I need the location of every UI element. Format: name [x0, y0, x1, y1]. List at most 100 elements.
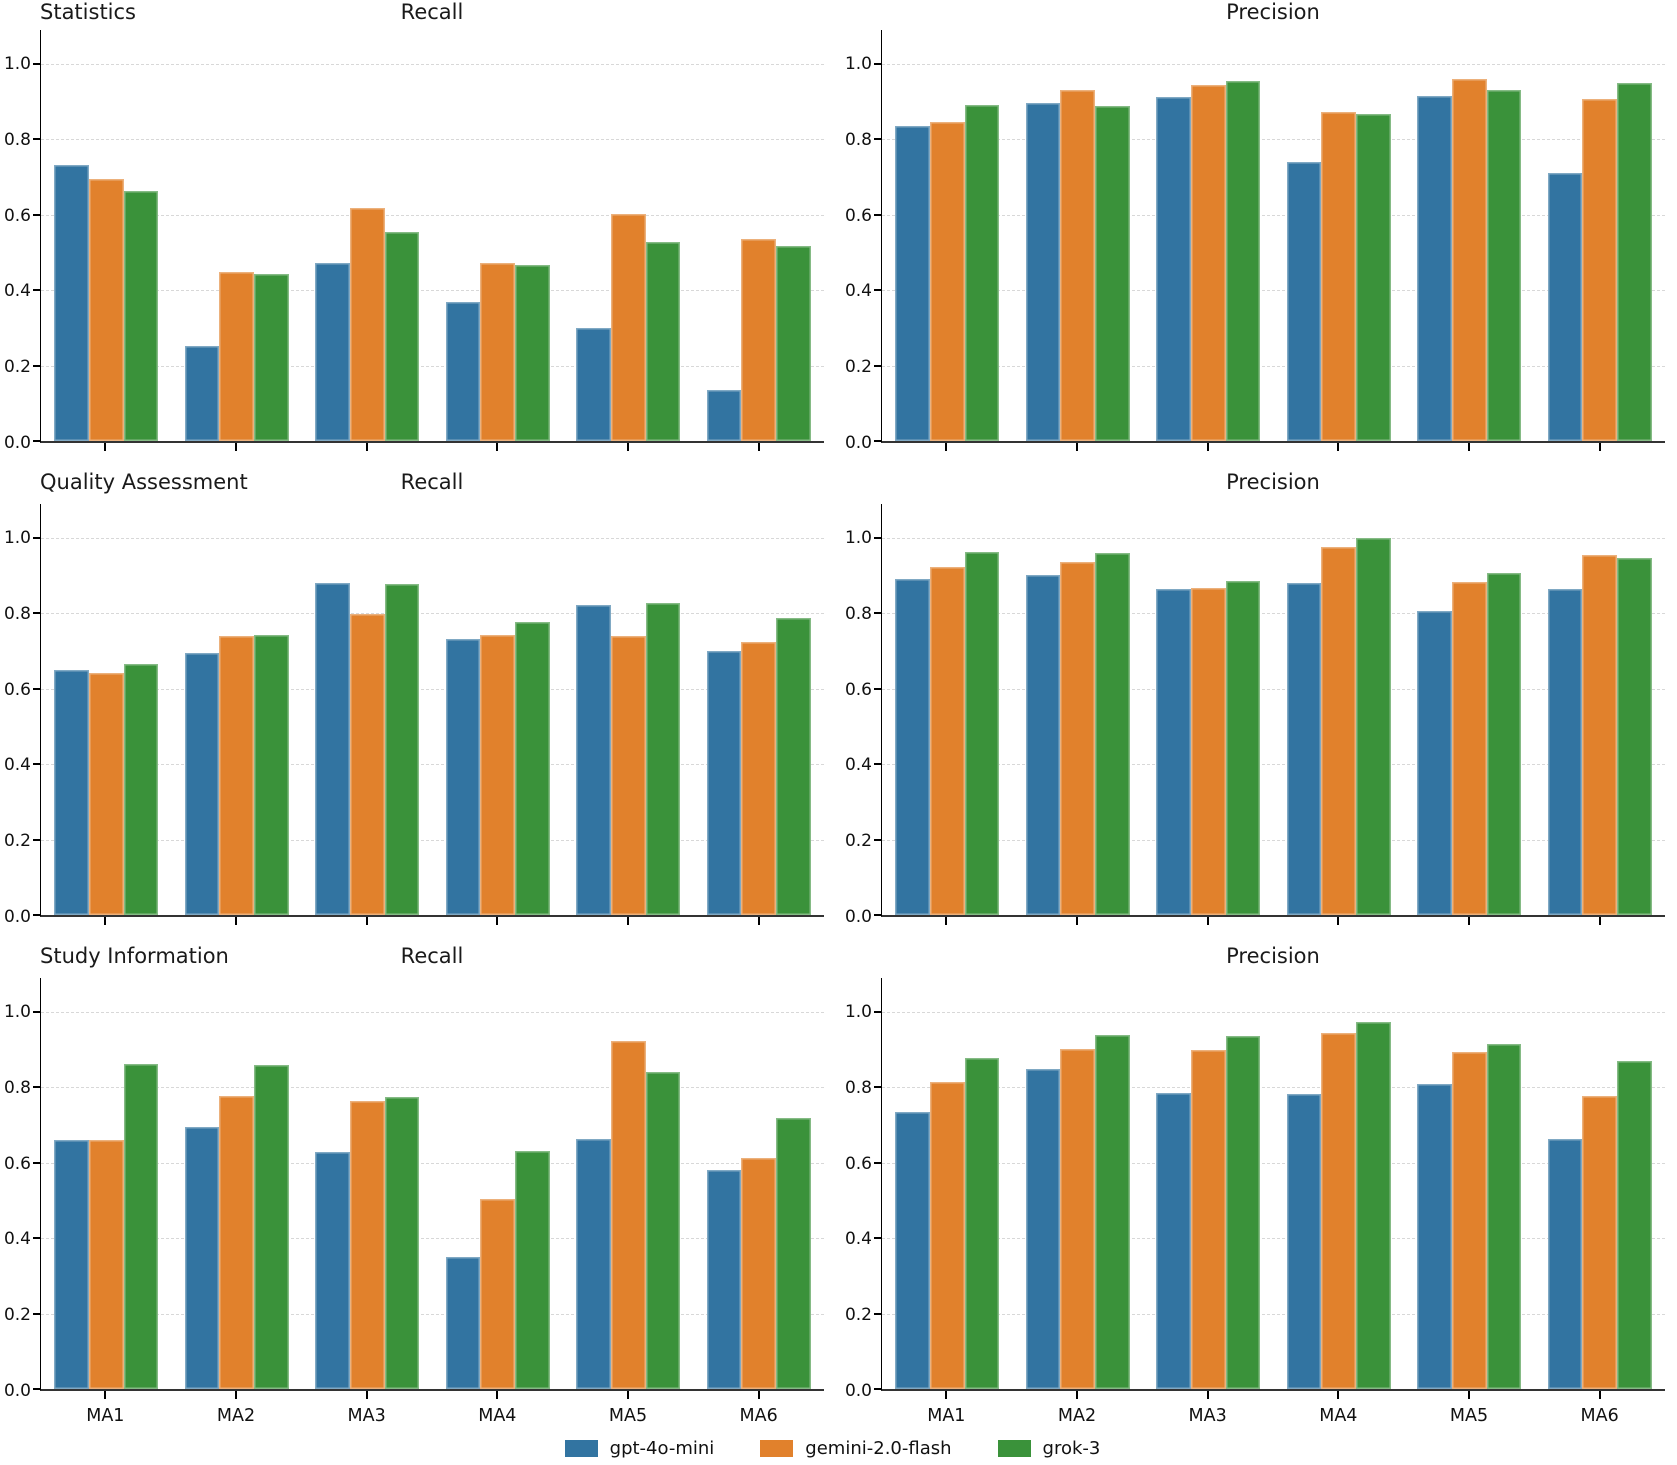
bar-gpt-4o-mini-MA6: [706, 390, 742, 441]
bar-gemini-2.0-flash-MA4: [1321, 112, 1357, 441]
bar-gemini-2.0-flash-MA4: [1321, 1032, 1357, 1389]
bar-gpt-4o-mini-MA3: [1156, 1092, 1191, 1389]
chart-panel: Precision: [874, 0, 1665, 456]
legend-swatch: [760, 1440, 794, 1457]
bar-gpt-4o-mini-MA2: [184, 345, 220, 441]
legend-label: gpt-4o-mini: [609, 1438, 715, 1459]
x-tick: [1206, 917, 1209, 925]
bar-grok-3-MA3: [384, 584, 420, 915]
y-tick-label: 0.0: [844, 907, 872, 927]
bar-gpt-4o-mini-MA4: [1286, 583, 1322, 915]
bar-gemini-2.0-flash-MA6: [1582, 1095, 1618, 1389]
x-axis: [881, 443, 1665, 456]
legend-label: gemini-2.0-flash: [805, 1438, 952, 1459]
bar-gemini-2.0-flash-MA1: [88, 1139, 124, 1389]
panel-header: Precision: [881, 0, 1665, 30]
panel-title: Recall: [400, 0, 464, 24]
y-tick-label: 0.8: [3, 603, 31, 624]
bar-grok-3-MA1: [123, 1063, 159, 1389]
legend-swatch: [564, 1440, 598, 1457]
y-tick: [874, 1010, 882, 1013]
bar-gpt-4o-mini-MA2: [184, 1126, 220, 1389]
header-spacer: [0, 930, 40, 978]
y-tick: [874, 914, 882, 916]
bar-grok-3-MA2: [254, 635, 289, 915]
y-tick-label: 1.0: [3, 528, 31, 549]
bar-gpt-4o-mini-MA5: [1417, 1084, 1452, 1389]
bar-gpt-4o-mini-MA1: [895, 579, 930, 915]
bar-gemini-2.0-flash-MA1: [88, 178, 124, 441]
bar-gpt-4o-mini-MA4: [1286, 161, 1322, 441]
bar-grok-3-MA1: [123, 190, 159, 441]
x-tick: [235, 1391, 237, 1399]
gridline: [882, 613, 1665, 615]
header-spacer: [824, 930, 881, 978]
header-spacer: [0, 0, 40, 30]
y-tick: [33, 289, 41, 292]
bar-gemini-2.0-flash-MA4: [480, 634, 516, 915]
bar-gemini-2.0-flash-MA1: [88, 673, 124, 915]
bar-grok-3-MA1: [964, 1058, 1000, 1389]
x-tick-label: MA1: [86, 1406, 125, 1426]
bar-gpt-4o-mini-MA1: [895, 125, 930, 441]
y-tick: [33, 1086, 41, 1089]
bar-gemini-2.0-flash-MA5: [1451, 79, 1487, 441]
gridline: [882, 1238, 1665, 1240]
y-tick: [33, 838, 41, 841]
x-tick: [1598, 1391, 1601, 1399]
x-axis: [881, 1391, 1665, 1404]
gridline: [41, 1162, 824, 1164]
header-spacer: [0, 456, 40, 504]
x-tick-label: MA4: [1319, 1406, 1358, 1426]
x-tick-label: MA6: [739, 1406, 778, 1426]
y-tick-label: 1.0: [844, 54, 872, 75]
x-tick-label: MA2: [216, 1406, 256, 1426]
y-axis: 0.0 0.2 0.4 0.6 0.8 1.0: [824, 456, 881, 930]
gridline: [41, 214, 824, 216]
x-tick: [627, 917, 629, 925]
bar-gemini-2.0-flash-MA2: [219, 272, 255, 441]
plot-area: [33, 504, 824, 917]
gridline: [882, 688, 1665, 690]
y-tick-label: 0.4: [3, 755, 31, 776]
row-label: Quality Assessment: [40, 470, 248, 494]
bar-gpt-4o-mini-MA2: [184, 652, 220, 915]
legend-swatch: [997, 1440, 1031, 1457]
panel-title: Recall: [400, 470, 464, 494]
x-tick: [757, 1391, 760, 1399]
y-tick-label: 1.0: [3, 1002, 31, 1023]
y-tick-label: 0.4: [844, 755, 872, 776]
bar-grok-3-MA4: [1356, 113, 1391, 441]
panel-title: Precision: [1226, 944, 1320, 968]
bar-grok-3-MA6: [776, 1118, 811, 1389]
bar-grok-3-MA2: [254, 1065, 289, 1389]
gridline: [882, 537, 1665, 539]
bar-grok-3-MA4: [515, 264, 550, 441]
chart-panel: Precision: [874, 456, 1665, 930]
bar-gemini-2.0-flash-MA2: [1060, 1048, 1096, 1389]
x-axis: [40, 1391, 824, 1404]
x-tick-label: MA4: [478, 1406, 517, 1426]
bar-grok-3-MA6: [1617, 1060, 1652, 1389]
y-tick: [874, 1161, 882, 1164]
x-tick: [1076, 917, 1078, 925]
gridline: [41, 365, 824, 367]
plot-area: [874, 30, 1665, 443]
y-tick-label: 0.8: [844, 603, 872, 624]
panel-header: Precision: [881, 456, 1665, 504]
y-tick: [33, 612, 41, 615]
bar-grok-3-MA6: [1617, 82, 1652, 441]
y-tick: [33, 440, 41, 442]
x-tick-label: MA2: [1057, 1406, 1097, 1426]
row-label: Statistics: [40, 0, 136, 24]
x-tick-label: MA5: [1449, 1406, 1489, 1426]
gridline: [882, 1162, 1665, 1164]
header-spacer: [824, 456, 881, 504]
x-tick-label: MA3: [347, 1406, 386, 1426]
panel-title: Precision: [1226, 470, 1320, 494]
chart-panel: Statistics Recall: [33, 0, 824, 456]
x-tick: [365, 1391, 368, 1399]
y-tick-label: 0.2: [3, 357, 31, 378]
x-tick: [627, 443, 629, 451]
x-tick: [104, 443, 107, 451]
